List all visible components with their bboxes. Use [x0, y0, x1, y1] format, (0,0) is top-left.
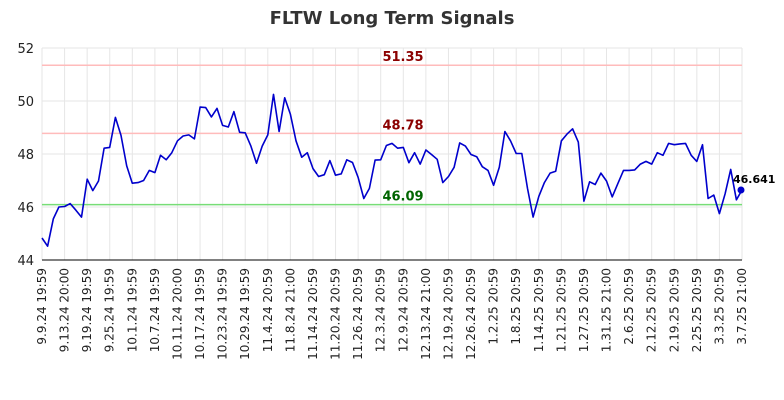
x-tick-label: 12.26.24 20:59 — [464, 268, 478, 360]
x-tick-label: 10.23.24 19:59 — [216, 268, 230, 360]
x-tick-label: 2.19.25 20:59 — [667, 268, 681, 352]
last-value-label: 46.641 — [733, 173, 775, 186]
x-tick-label: 12.19.24 20:59 — [441, 268, 455, 360]
chart-title: FLTW Long Term Signals — [269, 8, 515, 29]
x-tick-label: 1.14.25 20:59 — [532, 268, 546, 352]
x-tick-label: 11.20.24 20:59 — [329, 268, 343, 360]
x-tick-label: 10.29.24 19:59 — [238, 268, 252, 360]
x-tick-label: 10.7.24 19:59 — [148, 268, 162, 352]
x-tick-label: 1.21.25 20:59 — [554, 268, 568, 352]
last-value-marker — [737, 186, 745, 194]
y-tick-label: 46 — [17, 201, 34, 216]
series-line — [41, 93, 743, 247]
x-tick-label: 11.4.24 20:59 — [261, 268, 275, 352]
reference-line-label: 48.78 — [382, 118, 423, 133]
y-tick-label: 52 — [17, 42, 34, 57]
x-tick-label: 9.9.24 19:59 — [35, 268, 49, 345]
x-tick-label: 2.6.25 20:59 — [622, 268, 636, 345]
reference-line-label: 46.09 — [382, 190, 423, 205]
x-tick-label: 12.9.24 20:59 — [396, 268, 410, 352]
x-tick-label: 11.8.24 21:00 — [283, 268, 297, 352]
x-tick-label: 10.17.24 19:59 — [193, 268, 207, 360]
x-tick-label: 2.25.25 20:59 — [690, 268, 704, 352]
x-tick-label: 11.26.24 20:59 — [351, 268, 365, 360]
x-tick-label: 12.3.24 20:59 — [374, 268, 388, 352]
x-tick-label: 9.19.24 19:59 — [80, 268, 94, 352]
x-tick-label: 1.31.25 21:00 — [600, 268, 614, 352]
x-tick-label: 10.1.24 19:59 — [125, 268, 139, 352]
x-tick-label: 10.11.24 20:00 — [170, 268, 184, 360]
x-tick-label: 9.13.24 20:00 — [58, 268, 72, 352]
x-tick-label: 3.7.25 21:00 — [735, 268, 749, 345]
x-tick-label: 3.3.25 20:59 — [712, 268, 726, 345]
x-tick-label: 9.25.24 19:59 — [103, 268, 117, 352]
x-tick-label: 2.12.25 20:59 — [645, 268, 659, 352]
x-tick-label: 12.13.24 21:00 — [419, 268, 433, 360]
reference-line-label: 51.35 — [382, 50, 423, 65]
y-tick-label: 50 — [17, 95, 34, 110]
x-tick-label: 1.8.25 20:59 — [509, 268, 523, 345]
x-tick-label: 1.27.25 20:59 — [577, 268, 591, 352]
y-tick-label: 44 — [17, 254, 34, 269]
x-tick-label: 1.2.25 20:59 — [487, 268, 501, 345]
x-tick-label: 11.14.24 20:59 — [306, 268, 320, 360]
y-tick-label: 48 — [17, 148, 34, 163]
